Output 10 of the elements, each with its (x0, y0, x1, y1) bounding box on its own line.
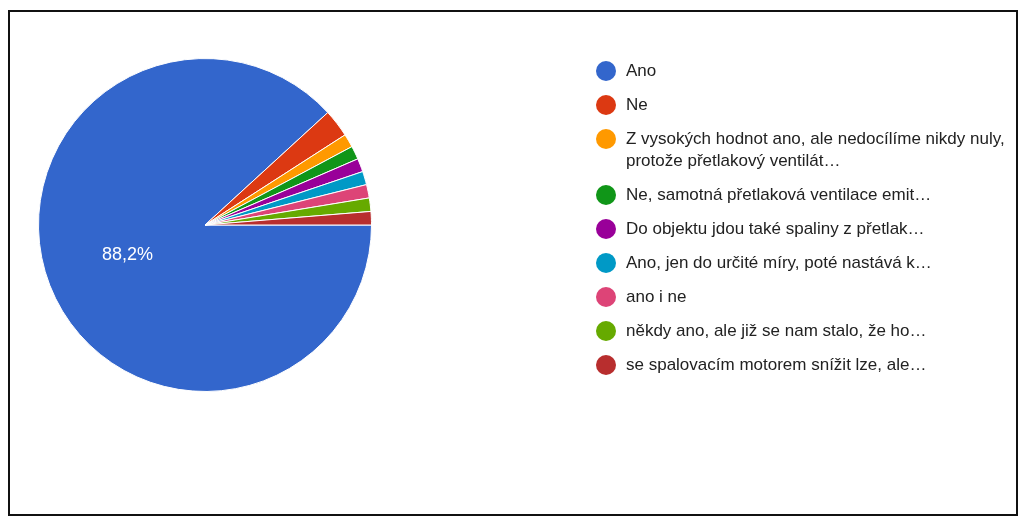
legend-label: Ne, samotná přetlaková ventilace emit… (626, 184, 932, 206)
legend-label: Z vysokých hodnot ano, ale nedocílíme nikdy nuly, protože přetlakový ventilát… (626, 128, 1006, 172)
data-label: 88,2% (101, 244, 153, 265)
legend-label: někdy ano, ale již se nam stalo, že ho… (626, 320, 927, 342)
legend-label: Ano (626, 60, 657, 82)
legend-label: ano i ne (626, 286, 687, 308)
legend-label: se spalovacím motorem snížit lze, ale… (626, 354, 927, 376)
legend-label: Ano, jen do určité míry, poté nastává k… (626, 252, 932, 274)
legend-label: Ne (626, 94, 648, 116)
legend-label: Do objektu jdou také spaliny z přetlak… (626, 218, 925, 240)
